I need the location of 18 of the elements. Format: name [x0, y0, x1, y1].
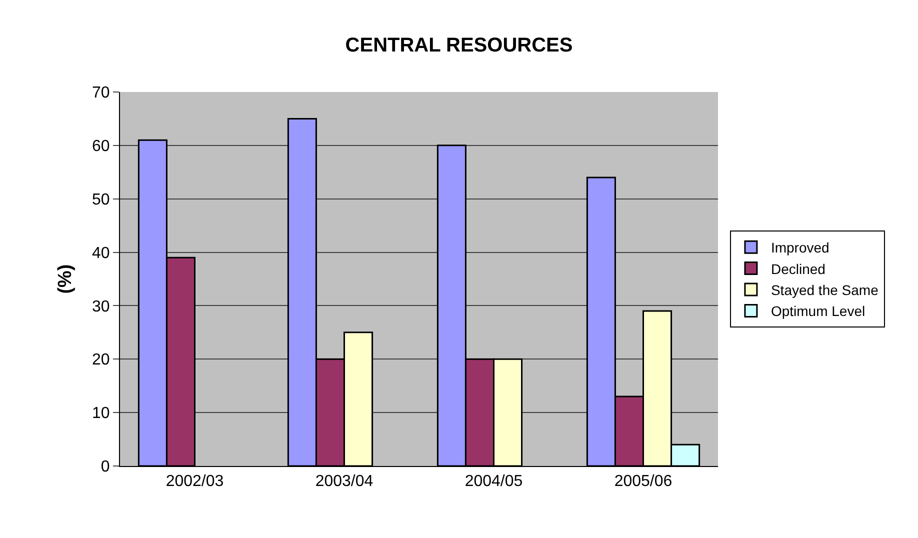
- y-tick-label: 10: [92, 405, 110, 422]
- x-tick-label: 2004/05: [464, 473, 523, 490]
- x-tick-label: 2005/06: [614, 473, 672, 490]
- y-tick-label: 40: [92, 244, 110, 262]
- y-tick-label: 0: [100, 458, 110, 476]
- legend-label: Declined: [770, 260, 826, 277]
- legend-label: Optimum Level: [770, 303, 866, 320]
- y-tick-label: 60: [92, 138, 110, 156]
- y-tick-label: 30: [92, 298, 110, 316]
- y-axis-title: (%): [54, 264, 76, 294]
- legend-label: Improved: [770, 240, 830, 256]
- y-tick-label: 20: [92, 352, 110, 369]
- x-tick-label: 2002/03: [166, 473, 224, 490]
- chart-title: CENTRAL RESOURCES: [345, 34, 573, 57]
- y-tick-label: 50: [92, 191, 110, 208]
- x-tick-label: 2003/04: [315, 473, 374, 490]
- y-tick-label: 70: [92, 84, 110, 102]
- legend-label: Stayed the Same: [770, 282, 879, 298]
